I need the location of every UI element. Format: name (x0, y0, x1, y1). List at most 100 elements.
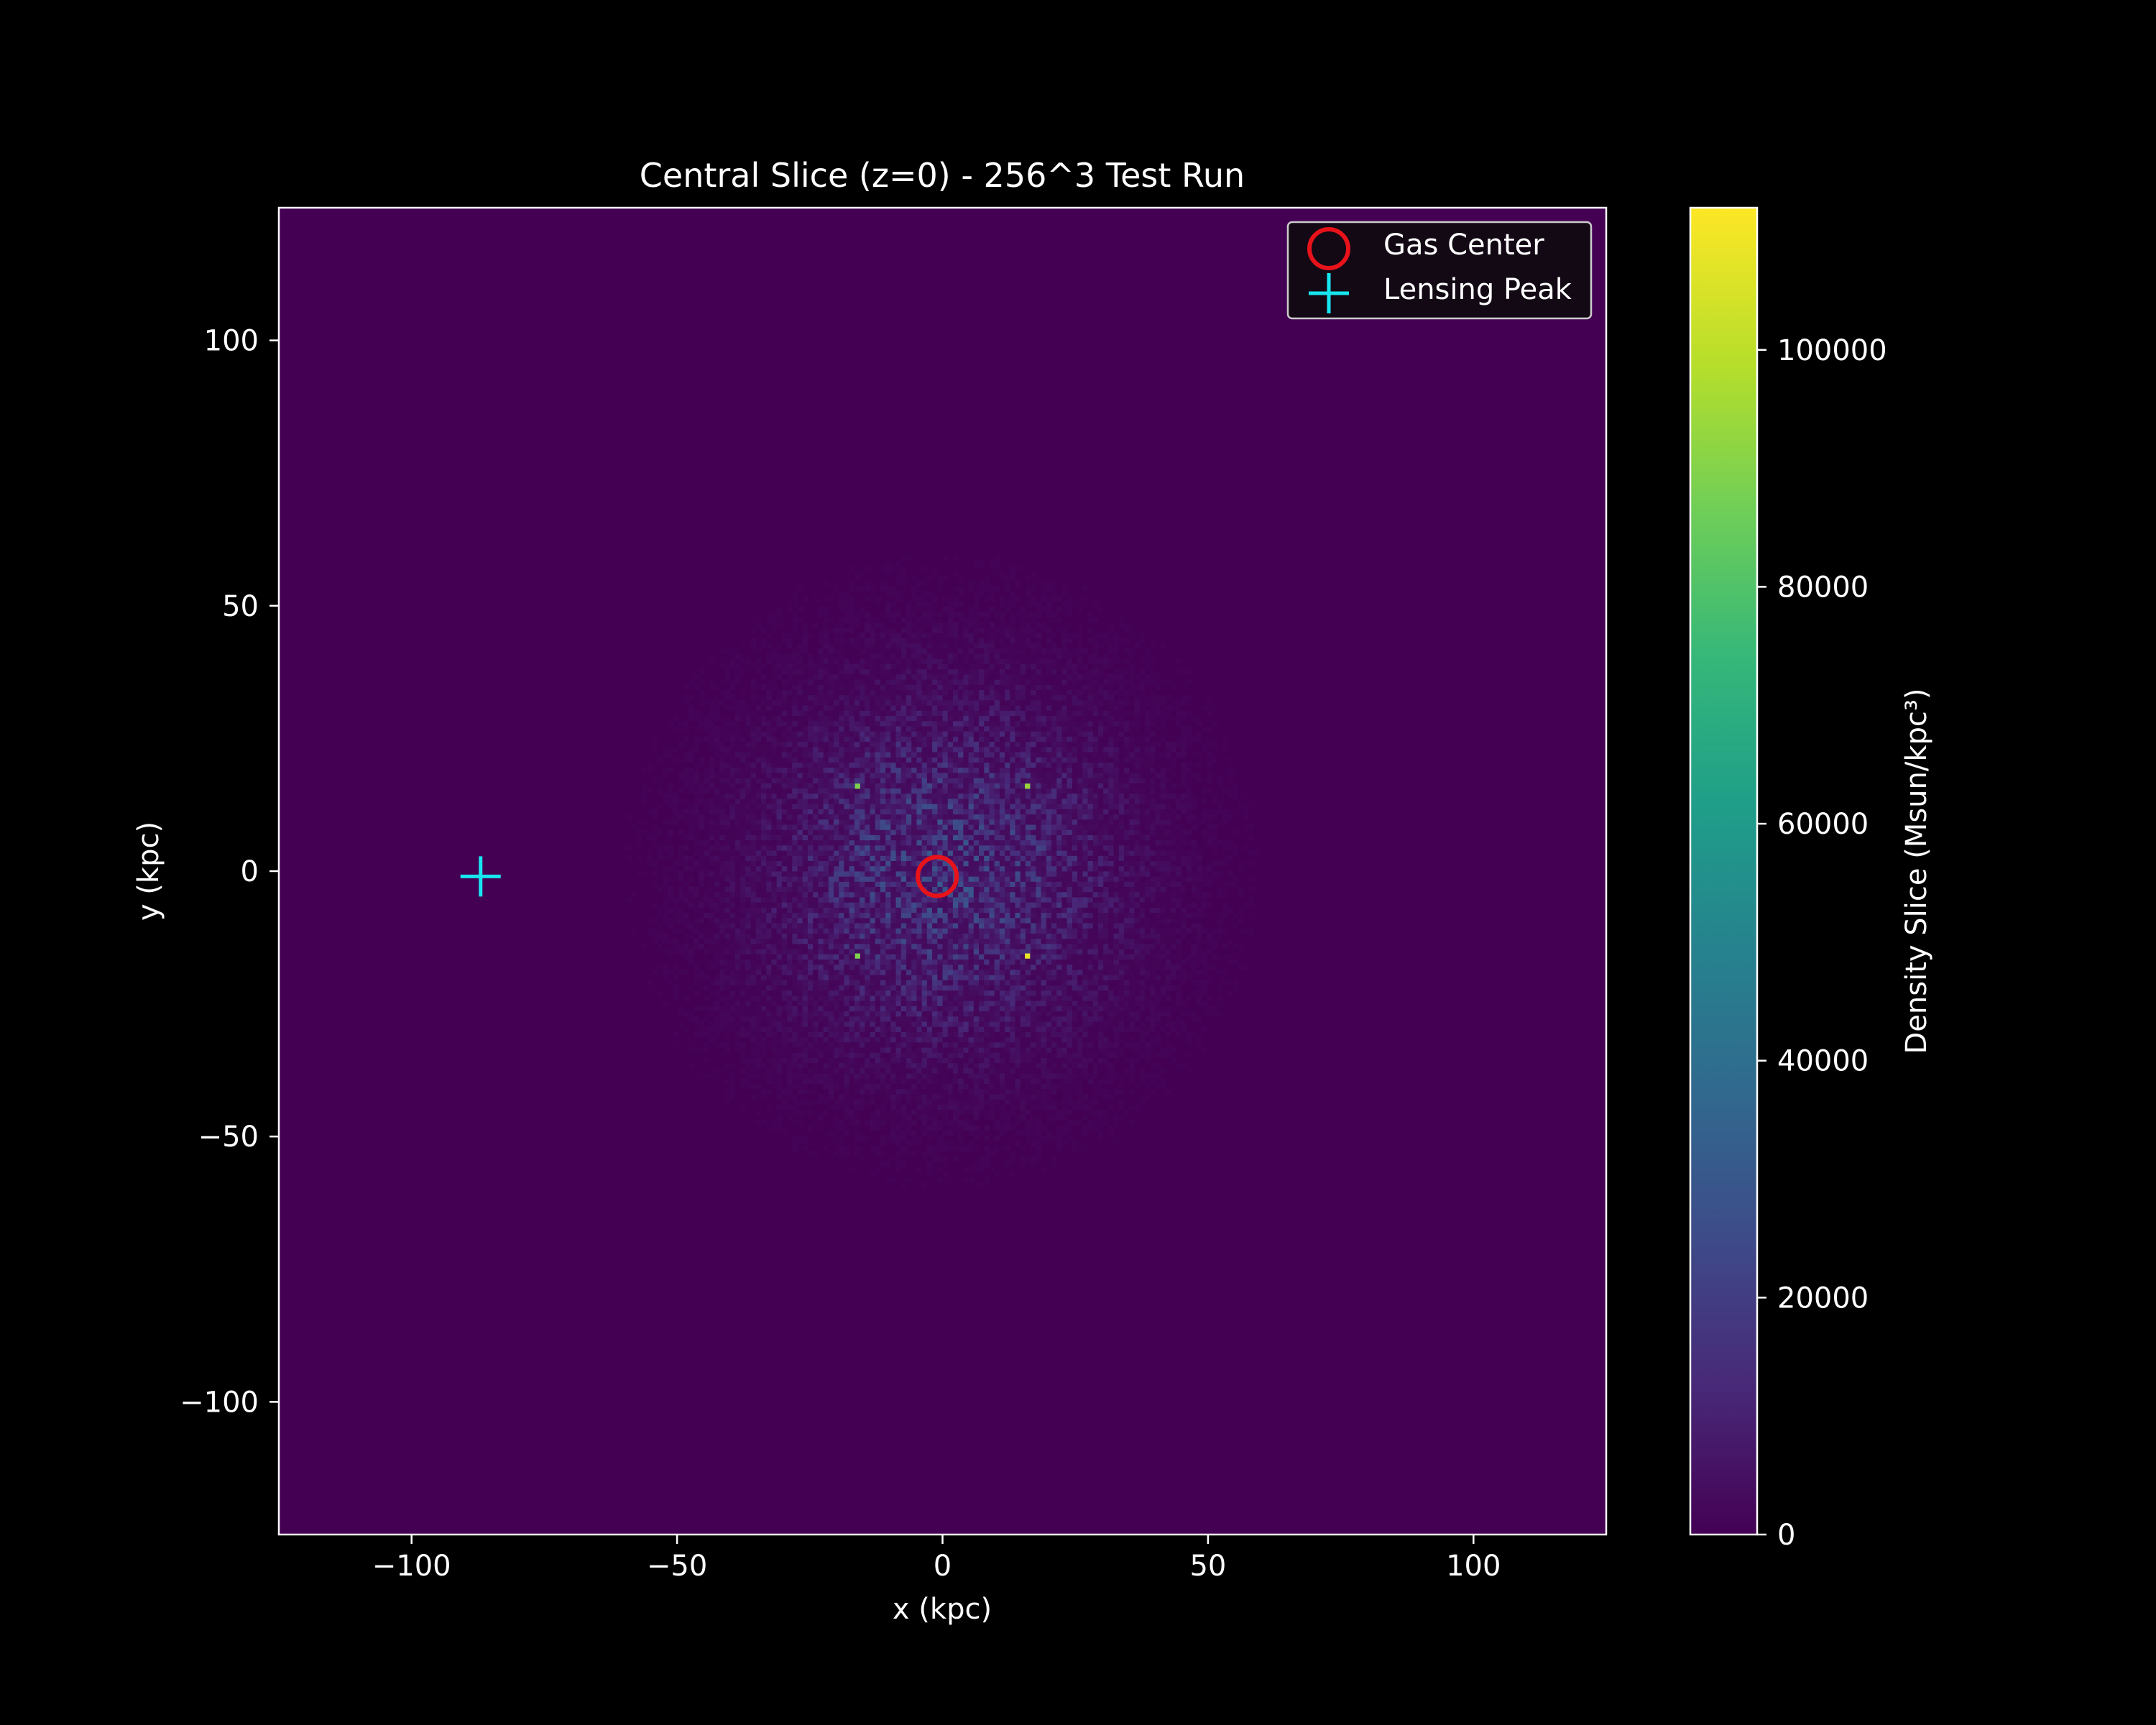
heatmap-cell (1025, 1011, 1031, 1017)
heatmap-cell (1134, 1026, 1141, 1032)
heatmap-cell (958, 881, 964, 888)
heatmap-cell (932, 985, 938, 991)
heatmap-cell (1051, 902, 1057, 908)
heatmap-cell (963, 1120, 969, 1126)
heatmap-cell (911, 1062, 917, 1069)
heatmap-cell (963, 902, 969, 908)
heatmap-cell (865, 886, 870, 893)
heatmap-cell (787, 949, 793, 954)
heatmap-cell (937, 1104, 943, 1110)
heatmap-cell (781, 897, 788, 903)
heatmap-cell (1036, 891, 1041, 898)
heatmap-cell (979, 1094, 985, 1100)
heatmap-cell (745, 1083, 751, 1090)
heatmap-cell (781, 1104, 788, 1110)
heatmap-cell (1139, 949, 1146, 954)
heatmap-cell (854, 1047, 860, 1053)
heatmap-cell (1015, 1104, 1021, 1110)
heatmap-cell (890, 1104, 896, 1110)
heatmap-cell (1150, 964, 1156, 970)
heatmap-cell (926, 1073, 933, 1079)
heatmap-cell (1165, 1052, 1171, 1058)
heatmap-cell (890, 985, 896, 991)
heatmap-cell (875, 1078, 881, 1085)
heatmap-cell (1005, 1094, 1010, 1100)
heatmap-cell (921, 1083, 928, 1090)
heatmap-cell (870, 1031, 876, 1038)
heatmap-cell (973, 1114, 980, 1121)
heatmap-cell (926, 1135, 933, 1141)
heatmap-cell (880, 1073, 886, 1079)
heatmap-cell (1077, 871, 1083, 877)
heatmap-cell (1051, 1083, 1057, 1090)
heatmap-cell (792, 886, 798, 893)
heatmap-cell (968, 954, 975, 960)
heatmap-cell (1118, 954, 1125, 960)
heatmap-cell (1202, 891, 1207, 898)
heatmap-cell (1118, 990, 1125, 996)
heatmap-cell (1103, 933, 1109, 939)
heatmap-cell (1222, 860, 1228, 867)
heatmap-cell (719, 1026, 725, 1032)
heatmap-cell (911, 860, 917, 867)
heatmap-cell (766, 871, 772, 877)
heatmap-cell (709, 964, 715, 970)
heatmap-cell (947, 902, 954, 908)
heatmap-cell (979, 1031, 985, 1038)
heatmap-cell (678, 860, 684, 867)
heatmap-cell (1134, 1016, 1141, 1022)
heatmap-cell (1092, 928, 1099, 934)
heatmap-cell (1082, 912, 1088, 919)
heatmap-cell (839, 860, 844, 867)
heatmap-cell (818, 1026, 824, 1032)
heatmap-cell (968, 886, 975, 893)
heatmap-cell (833, 1068, 839, 1074)
heatmap-cell (1061, 860, 1068, 867)
heatmap-cell (926, 938, 933, 944)
heatmap-cell (1197, 1041, 1202, 1048)
heatmap-cell (1113, 897, 1120, 903)
heatmap-cell (937, 1146, 943, 1151)
heatmap-cell (932, 943, 938, 949)
heatmap-cell (885, 938, 891, 944)
heatmap-cell (688, 1062, 694, 1069)
heatmap-cell (1197, 871, 1202, 877)
heatmap-cell (1191, 881, 1197, 888)
heatmap-cell (1067, 1006, 1073, 1012)
heatmap-cell (631, 928, 637, 934)
heatmap-cell (1010, 1057, 1015, 1064)
heatmap-cell (890, 855, 896, 861)
heatmap-cell (984, 1016, 990, 1022)
heatmap-cell (1139, 933, 1146, 939)
heatmap-cell (994, 855, 1000, 861)
heatmap-cell (880, 897, 886, 903)
heatmap-cell (1031, 1114, 1036, 1121)
heatmap-cell (745, 876, 751, 882)
heatmap-cell (719, 1068, 725, 1074)
heatmap-cell (729, 954, 736, 960)
heatmap-cell (714, 860, 720, 867)
heatmap-cell (1144, 985, 1151, 991)
heatmap-cell (1155, 938, 1161, 944)
heatmap-cell (704, 1041, 710, 1048)
heatmap-cell (1124, 949, 1130, 954)
heatmap-cell (813, 949, 819, 954)
heatmap-cell (828, 1156, 834, 1162)
heatmap-cell (823, 1006, 829, 1012)
heatmap-cell (973, 860, 980, 867)
heatmap-cell (1010, 928, 1015, 934)
heatmap-cell (1046, 907, 1052, 914)
heatmap-cell (1165, 964, 1171, 970)
heatmap-cell (771, 876, 778, 882)
heatmap-cell (787, 1068, 793, 1074)
heatmap-cell (1087, 876, 1094, 882)
heatmap-cell (1031, 876, 1036, 882)
heatmap-cell (1160, 1052, 1166, 1058)
heatmap-cell (1077, 1073, 1083, 1079)
heatmap-cell (740, 871, 746, 877)
heatmap-cell (1103, 970, 1109, 975)
heatmap-cell (890, 943, 896, 949)
heatmap-cell (1118, 902, 1125, 908)
heatmap-cell (942, 897, 949, 903)
heatmap-cell (1015, 1068, 1021, 1074)
